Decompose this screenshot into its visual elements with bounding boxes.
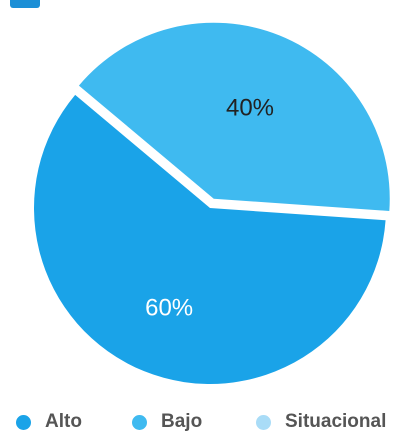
chart-legend: Alto Bajo Situacional [0,407,416,439]
legend-item-alto[interactable]: Alto [16,407,82,437]
legend-swatch-alto [16,414,31,430]
top-corner-bar [10,0,40,8]
legend-item-bajo[interactable]: Bajo [132,407,202,437]
legend-swatch-bajo [132,414,147,430]
pie-slices [33,22,390,385]
legend-label-situacional: Situacional [285,411,387,432]
pie-slice-bajo[interactable] [78,22,390,212]
legend-label-bajo: Bajo [161,411,203,432]
pie-data-labels: 40% 60% [145,94,274,321]
pie-label-bajo: 40% [226,94,274,121]
legend-label-alto: Alto [45,411,82,432]
pie-slice-alto[interactable] [33,94,386,385]
pie-label-alto: 60% [145,295,193,322]
legend-swatch-situacional [256,414,271,430]
legend-item-situacional[interactable]: Situacional [256,407,386,437]
